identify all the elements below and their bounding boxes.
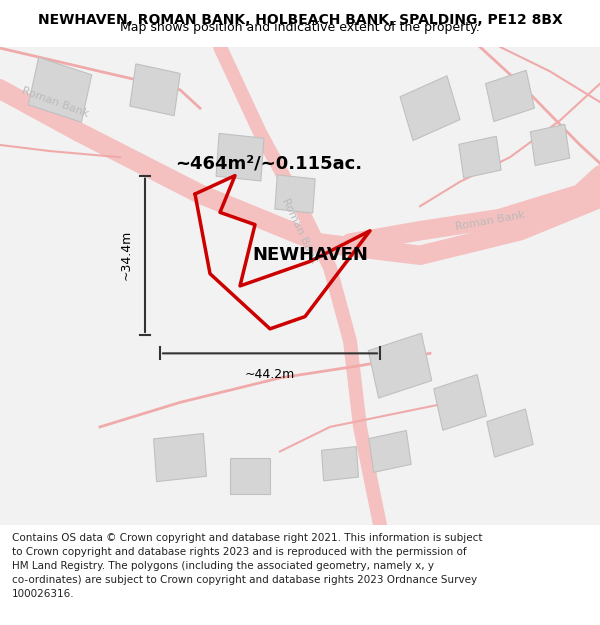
Bar bbox=[130, 64, 180, 116]
Text: NEWHAVEN, ROMAN BANK, HOLBEACH BANK, SPALDING, PE12 8BX: NEWHAVEN, ROMAN BANK, HOLBEACH BANK, SPA… bbox=[38, 13, 562, 27]
Text: Roman Bank: Roman Bank bbox=[20, 85, 90, 119]
Text: Contains OS data © Crown copyright and database right 2021. This information is : Contains OS data © Crown copyright and d… bbox=[12, 533, 482, 599]
Bar bbox=[275, 175, 315, 213]
Text: Roman Bank: Roman Bank bbox=[454, 210, 526, 232]
Bar bbox=[459, 136, 501, 178]
Bar bbox=[369, 431, 411, 472]
Bar bbox=[28, 58, 92, 122]
Bar bbox=[368, 333, 432, 398]
Text: Map shows position and indicative extent of the property.: Map shows position and indicative extent… bbox=[120, 21, 480, 34]
Bar bbox=[487, 409, 533, 457]
Bar bbox=[322, 447, 359, 481]
Text: ~44.2m: ~44.2m bbox=[245, 368, 295, 381]
Text: ~464m²/~0.115ac.: ~464m²/~0.115ac. bbox=[175, 154, 362, 173]
Bar bbox=[434, 374, 486, 430]
Bar bbox=[485, 70, 535, 121]
Bar bbox=[154, 434, 206, 482]
Text: Roman Bank: Roman Bank bbox=[281, 197, 319, 265]
Text: ~34.4m: ~34.4m bbox=[120, 230, 133, 281]
Text: NEWHAVEN: NEWHAVEN bbox=[252, 246, 368, 264]
Bar bbox=[216, 133, 264, 181]
Bar bbox=[400, 76, 460, 141]
Bar bbox=[530, 124, 569, 166]
Bar bbox=[230, 458, 270, 494]
